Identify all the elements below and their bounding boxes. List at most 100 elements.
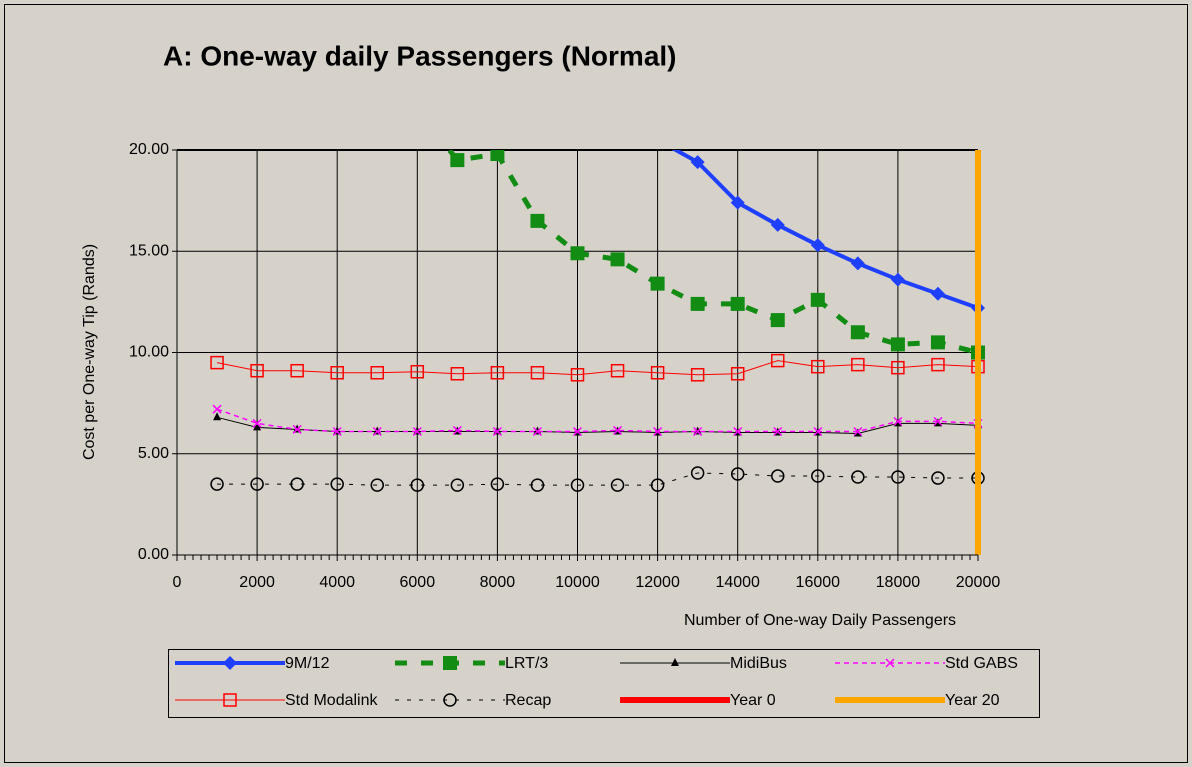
legend-label: LRT/3 <box>505 655 548 672</box>
legend-box <box>168 649 1040 718</box>
marker <box>733 426 743 437</box>
marker <box>730 467 745 481</box>
marker <box>370 366 384 380</box>
marker <box>730 195 745 210</box>
marker <box>570 246 585 261</box>
marker <box>931 471 945 485</box>
marker <box>850 325 865 340</box>
marker <box>610 252 625 267</box>
x-tick-label: 16000 <box>796 574 841 591</box>
marker <box>930 335 945 350</box>
marker <box>530 478 545 492</box>
marker <box>443 693 457 707</box>
marker <box>223 693 237 707</box>
marker <box>610 363 625 378</box>
marker <box>212 404 222 414</box>
marker <box>450 367 465 381</box>
marker <box>690 368 705 382</box>
y-tick-label: 20.00 <box>129 141 169 158</box>
marker <box>372 426 382 437</box>
legend-label: MidiBus <box>730 655 787 672</box>
marker <box>933 416 943 426</box>
marker <box>890 272 905 287</box>
marker <box>893 416 903 426</box>
marker <box>773 426 783 437</box>
x-tick-label: 0 <box>173 574 182 591</box>
x-tick-label: 12000 <box>635 574 680 591</box>
x-tick-label: 6000 <box>400 574 436 591</box>
marker <box>813 426 823 437</box>
marker <box>690 296 705 311</box>
marker <box>330 477 344 491</box>
y-tick-label: 5.00 <box>138 445 169 462</box>
marker <box>530 213 545 228</box>
marker <box>850 256 865 271</box>
marker <box>771 353 785 368</box>
x-tick-label: 20000 <box>956 574 1001 591</box>
marker <box>891 470 905 484</box>
legend-label: Recap <box>505 692 551 709</box>
marker <box>811 469 825 483</box>
axes: 0.00 5.00 10.00 15.00 20.00 0 2000 4000 6000 8000… <box>129 141 1000 591</box>
y-tick-label: 0.00 <box>138 546 169 563</box>
x-tick-label: 8000 <box>480 574 516 591</box>
marker <box>885 658 895 668</box>
marker <box>890 337 905 352</box>
marker <box>410 364 425 379</box>
marker <box>570 478 585 492</box>
marker <box>650 478 665 492</box>
x-tick-label: 14000 <box>715 574 760 591</box>
marker <box>450 153 465 168</box>
marker <box>690 155 705 170</box>
marker <box>851 357 865 372</box>
marker <box>490 477 505 491</box>
marker <box>770 217 785 232</box>
marker <box>292 424 302 434</box>
marker <box>290 477 304 491</box>
marker <box>450 478 465 492</box>
marker <box>771 469 785 483</box>
legend-label: Std Modalink <box>285 692 378 709</box>
series-line <box>216 408 979 433</box>
marker <box>811 359 825 374</box>
marker <box>250 363 264 378</box>
legend-label: Std GABS <box>945 655 1018 672</box>
marker <box>492 426 502 437</box>
marker <box>210 477 224 491</box>
marker <box>610 478 625 492</box>
marker <box>330 366 344 380</box>
plot-area <box>210 150 985 555</box>
marker <box>213 412 222 421</box>
legend-label: 9M/12 <box>285 655 330 672</box>
marker <box>443 656 457 670</box>
legend-label: Year 0 <box>730 692 776 709</box>
marker <box>332 426 342 437</box>
marker <box>490 150 505 162</box>
legend: 9M/12 LRT/3 MidiBus Std GABS Std Modalink Rec… <box>175 655 1018 709</box>
marker <box>532 426 542 437</box>
legend-label: Year 20 <box>945 692 1000 709</box>
chart-border <box>4 4 1188 763</box>
marker <box>223 656 237 670</box>
marker <box>770 313 785 328</box>
y-axis-label: Cost per One-way Tip (Rands) <box>81 244 98 460</box>
marker <box>650 366 665 380</box>
marker <box>570 368 585 382</box>
marker <box>412 426 422 437</box>
marker <box>252 418 262 428</box>
marker <box>572 426 583 437</box>
x-tick-label: 2000 <box>239 574 275 591</box>
marker <box>210 355 224 370</box>
y-tick-label: 10.00 <box>129 344 169 361</box>
marker <box>490 366 505 380</box>
marker <box>250 477 264 491</box>
marker <box>693 426 703 437</box>
marker <box>452 425 462 435</box>
marker <box>650 276 665 291</box>
marker <box>730 367 745 381</box>
x-tick-label: 4000 <box>319 574 355 591</box>
marker <box>530 366 545 380</box>
marker <box>671 658 679 666</box>
